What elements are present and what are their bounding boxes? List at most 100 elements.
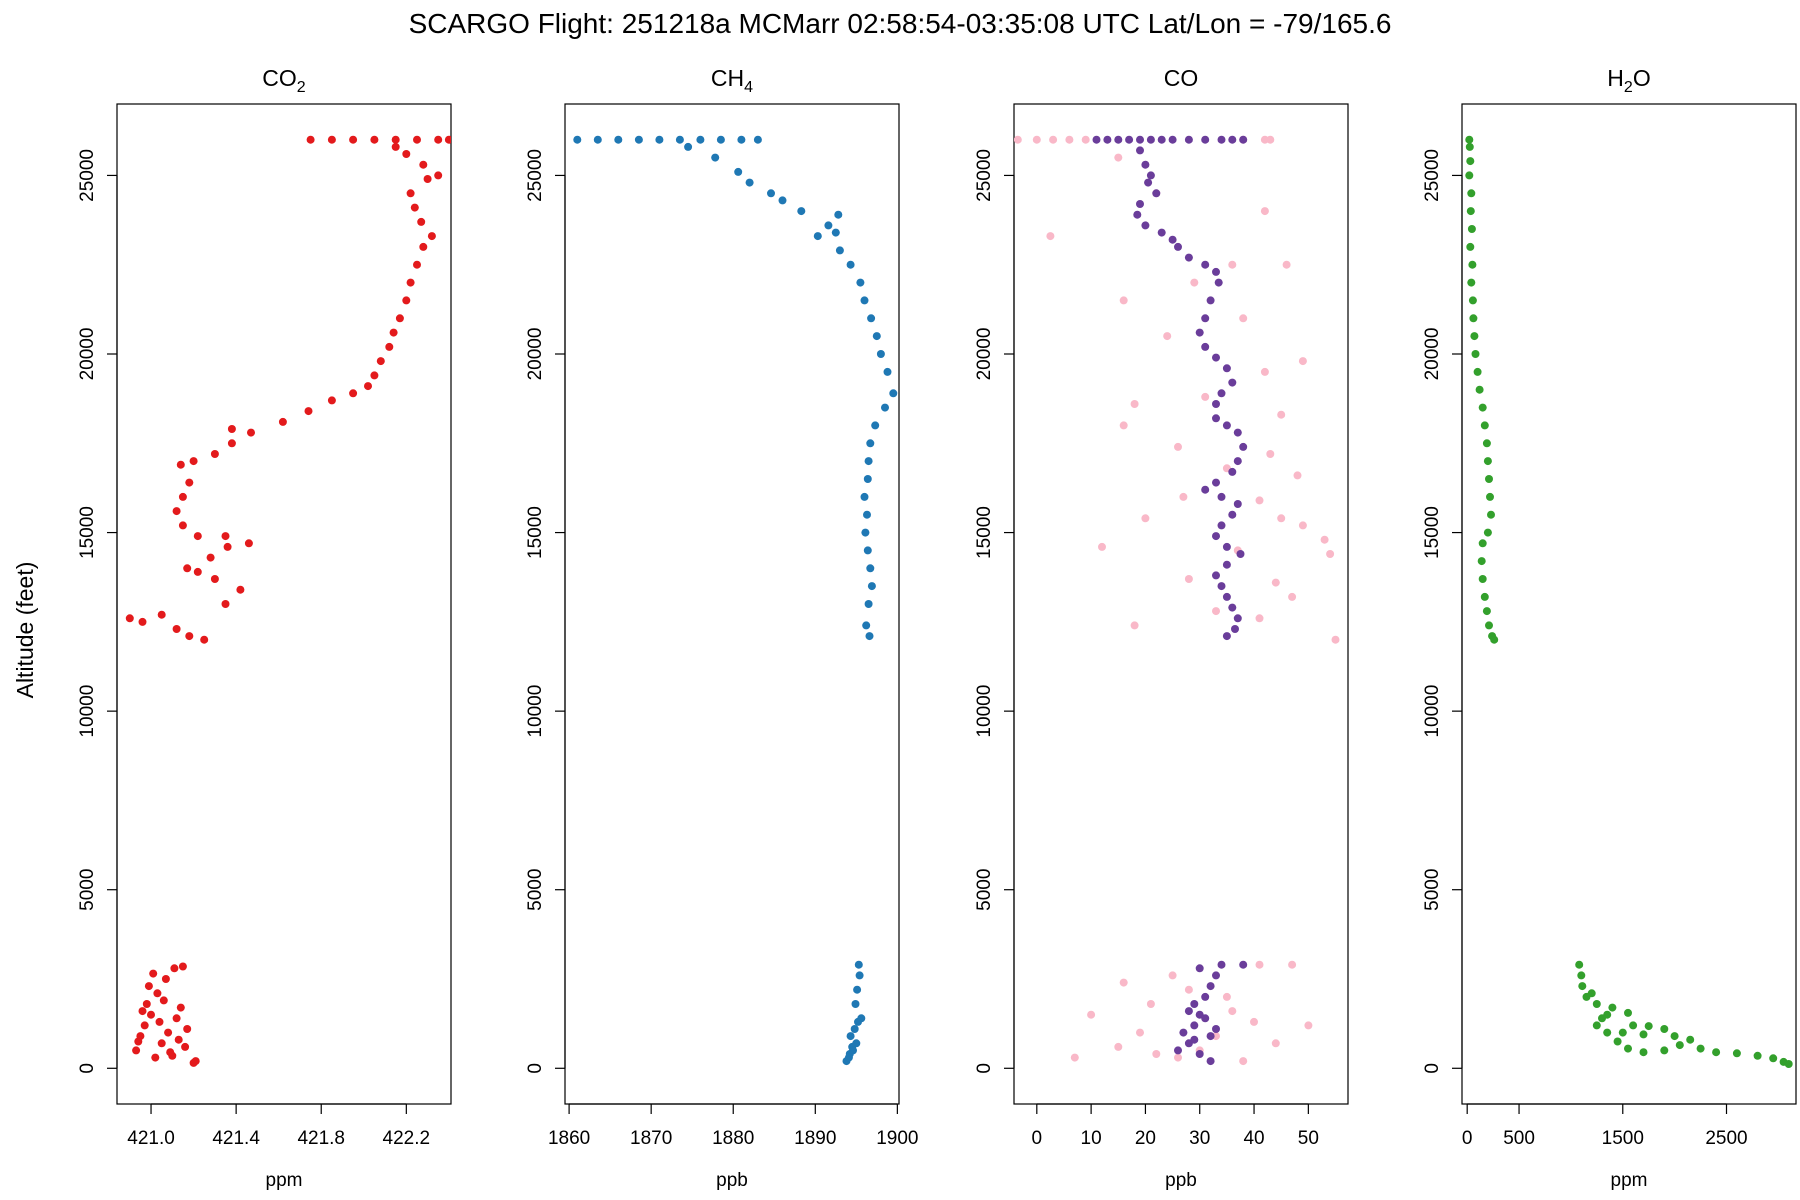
data-point — [210, 450, 219, 458]
data-point — [1212, 571, 1220, 580]
data-point — [778, 196, 787, 205]
data-point — [860, 296, 869, 305]
data-point — [395, 314, 404, 323]
data-point — [850, 1025, 859, 1033]
data-point — [210, 575, 219, 583]
data-point — [865, 632, 874, 641]
data-point — [1753, 1051, 1762, 1060]
data-point — [1201, 992, 1210, 1001]
data-point — [1480, 592, 1489, 601]
x-tick-label: 0 — [1462, 1128, 1473, 1149]
data-point — [1260, 367, 1269, 376]
data-point — [1467, 278, 1476, 287]
data-point — [1233, 457, 1242, 466]
data-point — [1222, 992, 1231, 1001]
panel-title: H2O — [1607, 65, 1650, 96]
data-point — [1288, 960, 1297, 969]
data-point — [1608, 1003, 1617, 1012]
x-tick-label: 30 — [1189, 1128, 1210, 1149]
x-tick-label: 10 — [1081, 1128, 1102, 1149]
data-point — [864, 600, 873, 608]
panel-title-subscript: 4 — [744, 79, 753, 96]
panel-title-main: CO — [262, 65, 297, 91]
data-point — [1141, 221, 1150, 230]
data-point — [183, 1025, 192, 1033]
data-point — [1190, 1035, 1199, 1044]
data-point — [370, 135, 379, 144]
data-point — [402, 150, 411, 158]
y-tick-label: 0 — [974, 1063, 995, 1074]
data-point — [1686, 1035, 1695, 1044]
data-point — [172, 625, 181, 633]
x-tick-label: 421.4 — [212, 1128, 260, 1149]
data-point — [1712, 1048, 1721, 1057]
data-point — [863, 510, 871, 519]
data-point — [227, 439, 236, 448]
data-point — [831, 228, 840, 237]
y-tick-label: 0 — [525, 1063, 546, 1074]
data-point — [1168, 135, 1177, 144]
data-point — [1184, 253, 1193, 262]
data-point — [1629, 1021, 1638, 1030]
x-tick-label: 500 — [1503, 1128, 1535, 1149]
data-point — [1130, 400, 1139, 408]
data-point — [1266, 450, 1275, 458]
data-point — [1201, 342, 1210, 351]
data-point — [434, 171, 443, 180]
data-point — [871, 421, 880, 430]
data-point — [176, 1003, 185, 1012]
panel-3: H2O 0 5000 10000 15000 20000 25000 0 500 1500 2500… — [1422, 65, 1797, 1191]
data-point — [767, 189, 775, 198]
data-point — [852, 1039, 861, 1048]
data-point — [1304, 1021, 1313, 1030]
data-point — [844, 1053, 853, 1062]
data-point — [1732, 1049, 1741, 1058]
y-tick-label: 20000 — [77, 328, 98, 381]
data-point — [876, 350, 885, 358]
x-tick-label: 2500 — [1705, 1128, 1747, 1149]
data-point — [1070, 1053, 1079, 1062]
data-point — [149, 969, 158, 978]
data-point — [1255, 960, 1264, 969]
data-point — [1271, 1039, 1280, 1048]
data-point — [1639, 1030, 1648, 1039]
data-point — [1483, 528, 1492, 537]
data-point — [1468, 296, 1477, 305]
data-point — [444, 135, 451, 144]
plot-frame — [1013, 103, 1349, 1105]
data-point — [1190, 1000, 1199, 1008]
data-point — [178, 962, 187, 971]
x-axis-label: ppm — [1611, 1170, 1648, 1191]
x-tick-label: 421.8 — [297, 1128, 345, 1149]
data-point — [178, 521, 187, 530]
data-point — [1206, 1032, 1215, 1041]
data-point — [1157, 228, 1166, 237]
data-point — [176, 460, 185, 469]
data-point — [1675, 1041, 1684, 1050]
data-point — [573, 135, 582, 144]
data-point — [206, 553, 215, 562]
data-point — [1201, 1014, 1210, 1023]
data-point — [151, 1053, 160, 1062]
data-point — [675, 135, 684, 144]
data-point — [161, 975, 170, 983]
data-point — [364, 382, 372, 391]
data-point — [172, 507, 181, 516]
data-point — [1592, 1000, 1601, 1008]
data-point — [423, 175, 432, 183]
data-point — [1201, 485, 1210, 494]
data-point — [1228, 510, 1237, 519]
data-point — [846, 260, 855, 269]
y-tick-label: 15000 — [974, 506, 995, 559]
data-point — [1190, 278, 1199, 287]
data-point — [1468, 260, 1477, 269]
data-point — [864, 457, 873, 466]
data-point — [1217, 521, 1226, 530]
data-point — [191, 1057, 200, 1066]
data-point — [1236, 550, 1245, 558]
data-point — [1184, 1007, 1193, 1016]
panel-title-subscript: 2 — [297, 79, 306, 96]
panel-title-subscript: 2 — [1624, 79, 1633, 96]
data-point — [863, 475, 872, 483]
